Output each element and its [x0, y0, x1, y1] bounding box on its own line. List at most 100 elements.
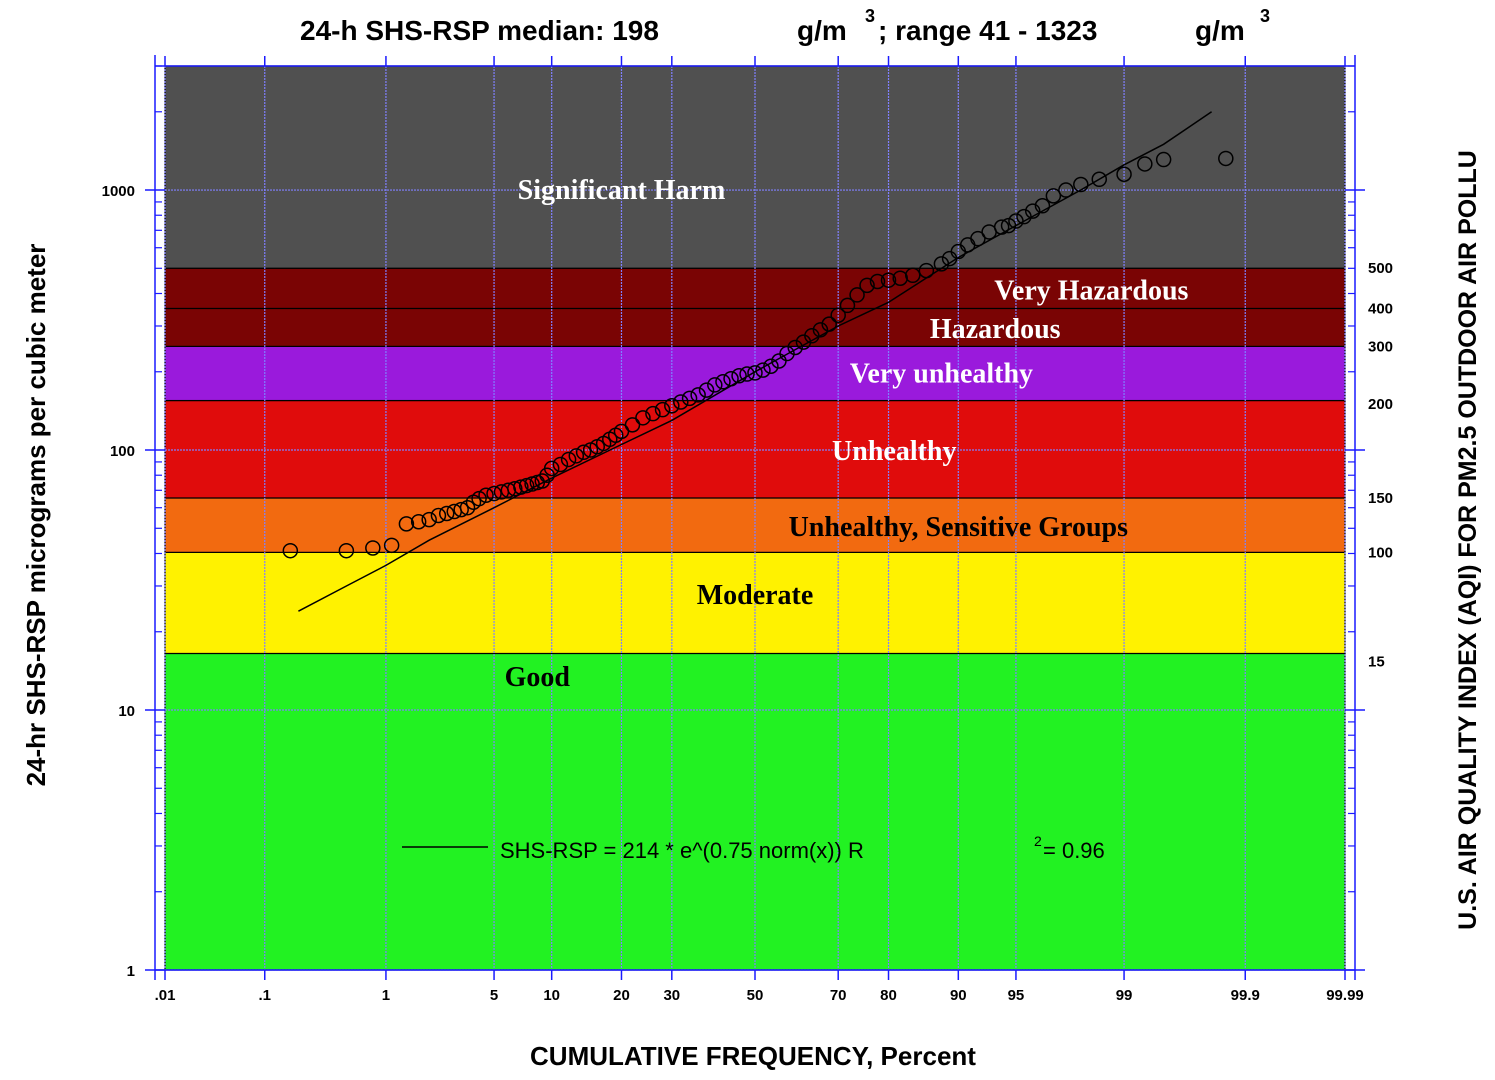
x-tick-label-4: 10 [543, 987, 560, 1004]
data-point-39 [654, 401, 671, 418]
band-label-0: Good [505, 662, 571, 693]
x-tick-label-2: 1 [382, 987, 390, 1004]
title-unit-2: g/m [1195, 15, 1245, 46]
y-tick-label-2: 100 [110, 443, 135, 460]
x-tick-label-5: 20 [613, 987, 630, 1004]
x-tick-label-1: .1 [258, 987, 271, 1004]
data-point-87 [1155, 151, 1172, 168]
data-point-54 [779, 345, 795, 362]
data-point-63 [859, 277, 875, 294]
data-point-55 [787, 339, 803, 356]
data-series [282, 111, 1234, 612]
data-point-50 [747, 365, 763, 381]
data-point-46 [715, 374, 731, 390]
legend-equation: SHS-RSP = 214 * e^(0.75 norm(x)) R [500, 838, 864, 863]
data-point-8 [438, 505, 455, 522]
data-point-41 [673, 394, 689, 410]
data-point-61 [839, 297, 856, 314]
x-tick-label-8: 70 [830, 987, 847, 1004]
aqi-tick-label-3: 200 [1368, 396, 1393, 413]
x-tick-label-10: 90 [950, 987, 967, 1004]
data-point-26 [552, 456, 569, 473]
axes: .01.1 1 5 10 20 30 50 70 80 90 95 99 99.9 99.99110100… [102, 55, 1393, 1004]
data-point-2 [365, 540, 381, 556]
band-label-3: Unhealthy [832, 436, 956, 467]
y-tick-label-3: 1000 [102, 183, 135, 200]
title-sup-2: 3 [1260, 6, 1270, 26]
data-point-23 [534, 473, 551, 489]
data-point-5 [410, 513, 427, 530]
data-point-3 [383, 537, 400, 554]
legend-r2-value: = 0.96 [1043, 838, 1105, 863]
data-point-45 [707, 377, 723, 393]
aqi-tick-label-2: 300 [1368, 338, 1393, 355]
y-axis-title: 24-hr SHS-RSP micrograms per cubic meter [21, 244, 51, 787]
band-label-5: Hazardous [930, 314, 1061, 345]
band-label-7: Significant Harm [518, 175, 726, 206]
y-tick-label-1: 10 [118, 703, 135, 720]
x-tick-label-0: .01 [155, 987, 176, 1004]
x-tick-label-14: 99.99 [1326, 987, 1364, 1004]
x-tick-label-3: 5 [490, 987, 498, 1004]
chart-title: 24-h SHS-RSP median: 198 [300, 15, 659, 46]
data-point-60 [830, 307, 846, 323]
data-point-79 [1024, 203, 1041, 219]
legend-r2-sup: 2 [1034, 833, 1042, 849]
band-label-2: Unhealthy, Sensitive Groups [789, 512, 1129, 543]
plot-frame: Good Moderate Unhealthy, Sensitive Groups U… [505, 175, 1189, 693]
x-tick-label-13: 99.9 [1231, 987, 1260, 1004]
title-median: 24-h SHS-RSP median: 198 [300, 15, 659, 46]
band-label-4: Very unhealthy [850, 358, 1033, 389]
x-tick-label-12: 99 [1116, 987, 1133, 1004]
title-range: ; range 41 - 1323 [878, 15, 1097, 46]
aqi-tick-label-4: 150 [1368, 490, 1393, 507]
data-point-80 [1034, 198, 1051, 214]
data-point-51 [755, 362, 771, 378]
data-point-81 [1045, 188, 1062, 204]
data-point-83 [1073, 176, 1089, 193]
data-point-37 [635, 410, 651, 426]
data-point-58 [812, 322, 829, 338]
data-point-36 [624, 417, 641, 433]
aqi-bands [164, 65, 1346, 971]
data-point-18 [507, 480, 523, 497]
data-point-73 [970, 230, 986, 247]
data-point-64 [869, 273, 886, 290]
x-axis-title: CUMULATIVE FREQUENCY, Percent [530, 1041, 976, 1071]
data-point-29 [575, 444, 592, 461]
aqi-tick-label-1: 400 [1368, 300, 1393, 317]
data-point-86 [1137, 156, 1153, 172]
data-point-84 [1091, 171, 1108, 188]
data-point-44 [698, 382, 715, 398]
data-point-62 [849, 287, 865, 303]
data-point-4 [398, 516, 415, 532]
grid-lines [164, 66, 1346, 971]
data-point-85 [1116, 166, 1132, 183]
band-label-1: Moderate [697, 580, 814, 611]
data-point-1 [338, 542, 355, 559]
data-point-48 [731, 368, 747, 384]
data-point-6 [421, 511, 437, 528]
aqi-tick-label-0: 500 [1368, 260, 1393, 277]
data-point-25 [543, 460, 560, 477]
data-point-0 [282, 542, 299, 559]
data-point-11 [459, 499, 476, 516]
data-point-10 [453, 501, 469, 518]
x-tick-label-11: 95 [1008, 987, 1025, 1004]
data-point-40 [664, 398, 680, 414]
data-point-49 [739, 366, 755, 382]
data-point-14 [478, 487, 494, 503]
band-label-6: Very Hazardous [994, 275, 1188, 306]
x-tick-label-7: 50 [747, 987, 764, 1004]
data-point-7 [430, 507, 447, 524]
data-point-82 [1058, 182, 1074, 198]
x-tick-label-6: 30 [663, 987, 680, 1004]
x-tick-label-9: 80 [880, 987, 897, 1004]
data-point-38 [645, 405, 661, 422]
y-tick-label-0: 1 [127, 963, 135, 980]
y2-axis-title: U.S. AIR QUALITY INDEX (AQI) FOR PM2.5 O… [1454, 150, 1482, 930]
aqi-tick-label-6: 15 [1368, 653, 1385, 670]
aqi-tick-label-5: 100 [1368, 544, 1393, 561]
title-unit-1: g/m [797, 15, 847, 46]
data-point-65 [880, 272, 897, 288]
